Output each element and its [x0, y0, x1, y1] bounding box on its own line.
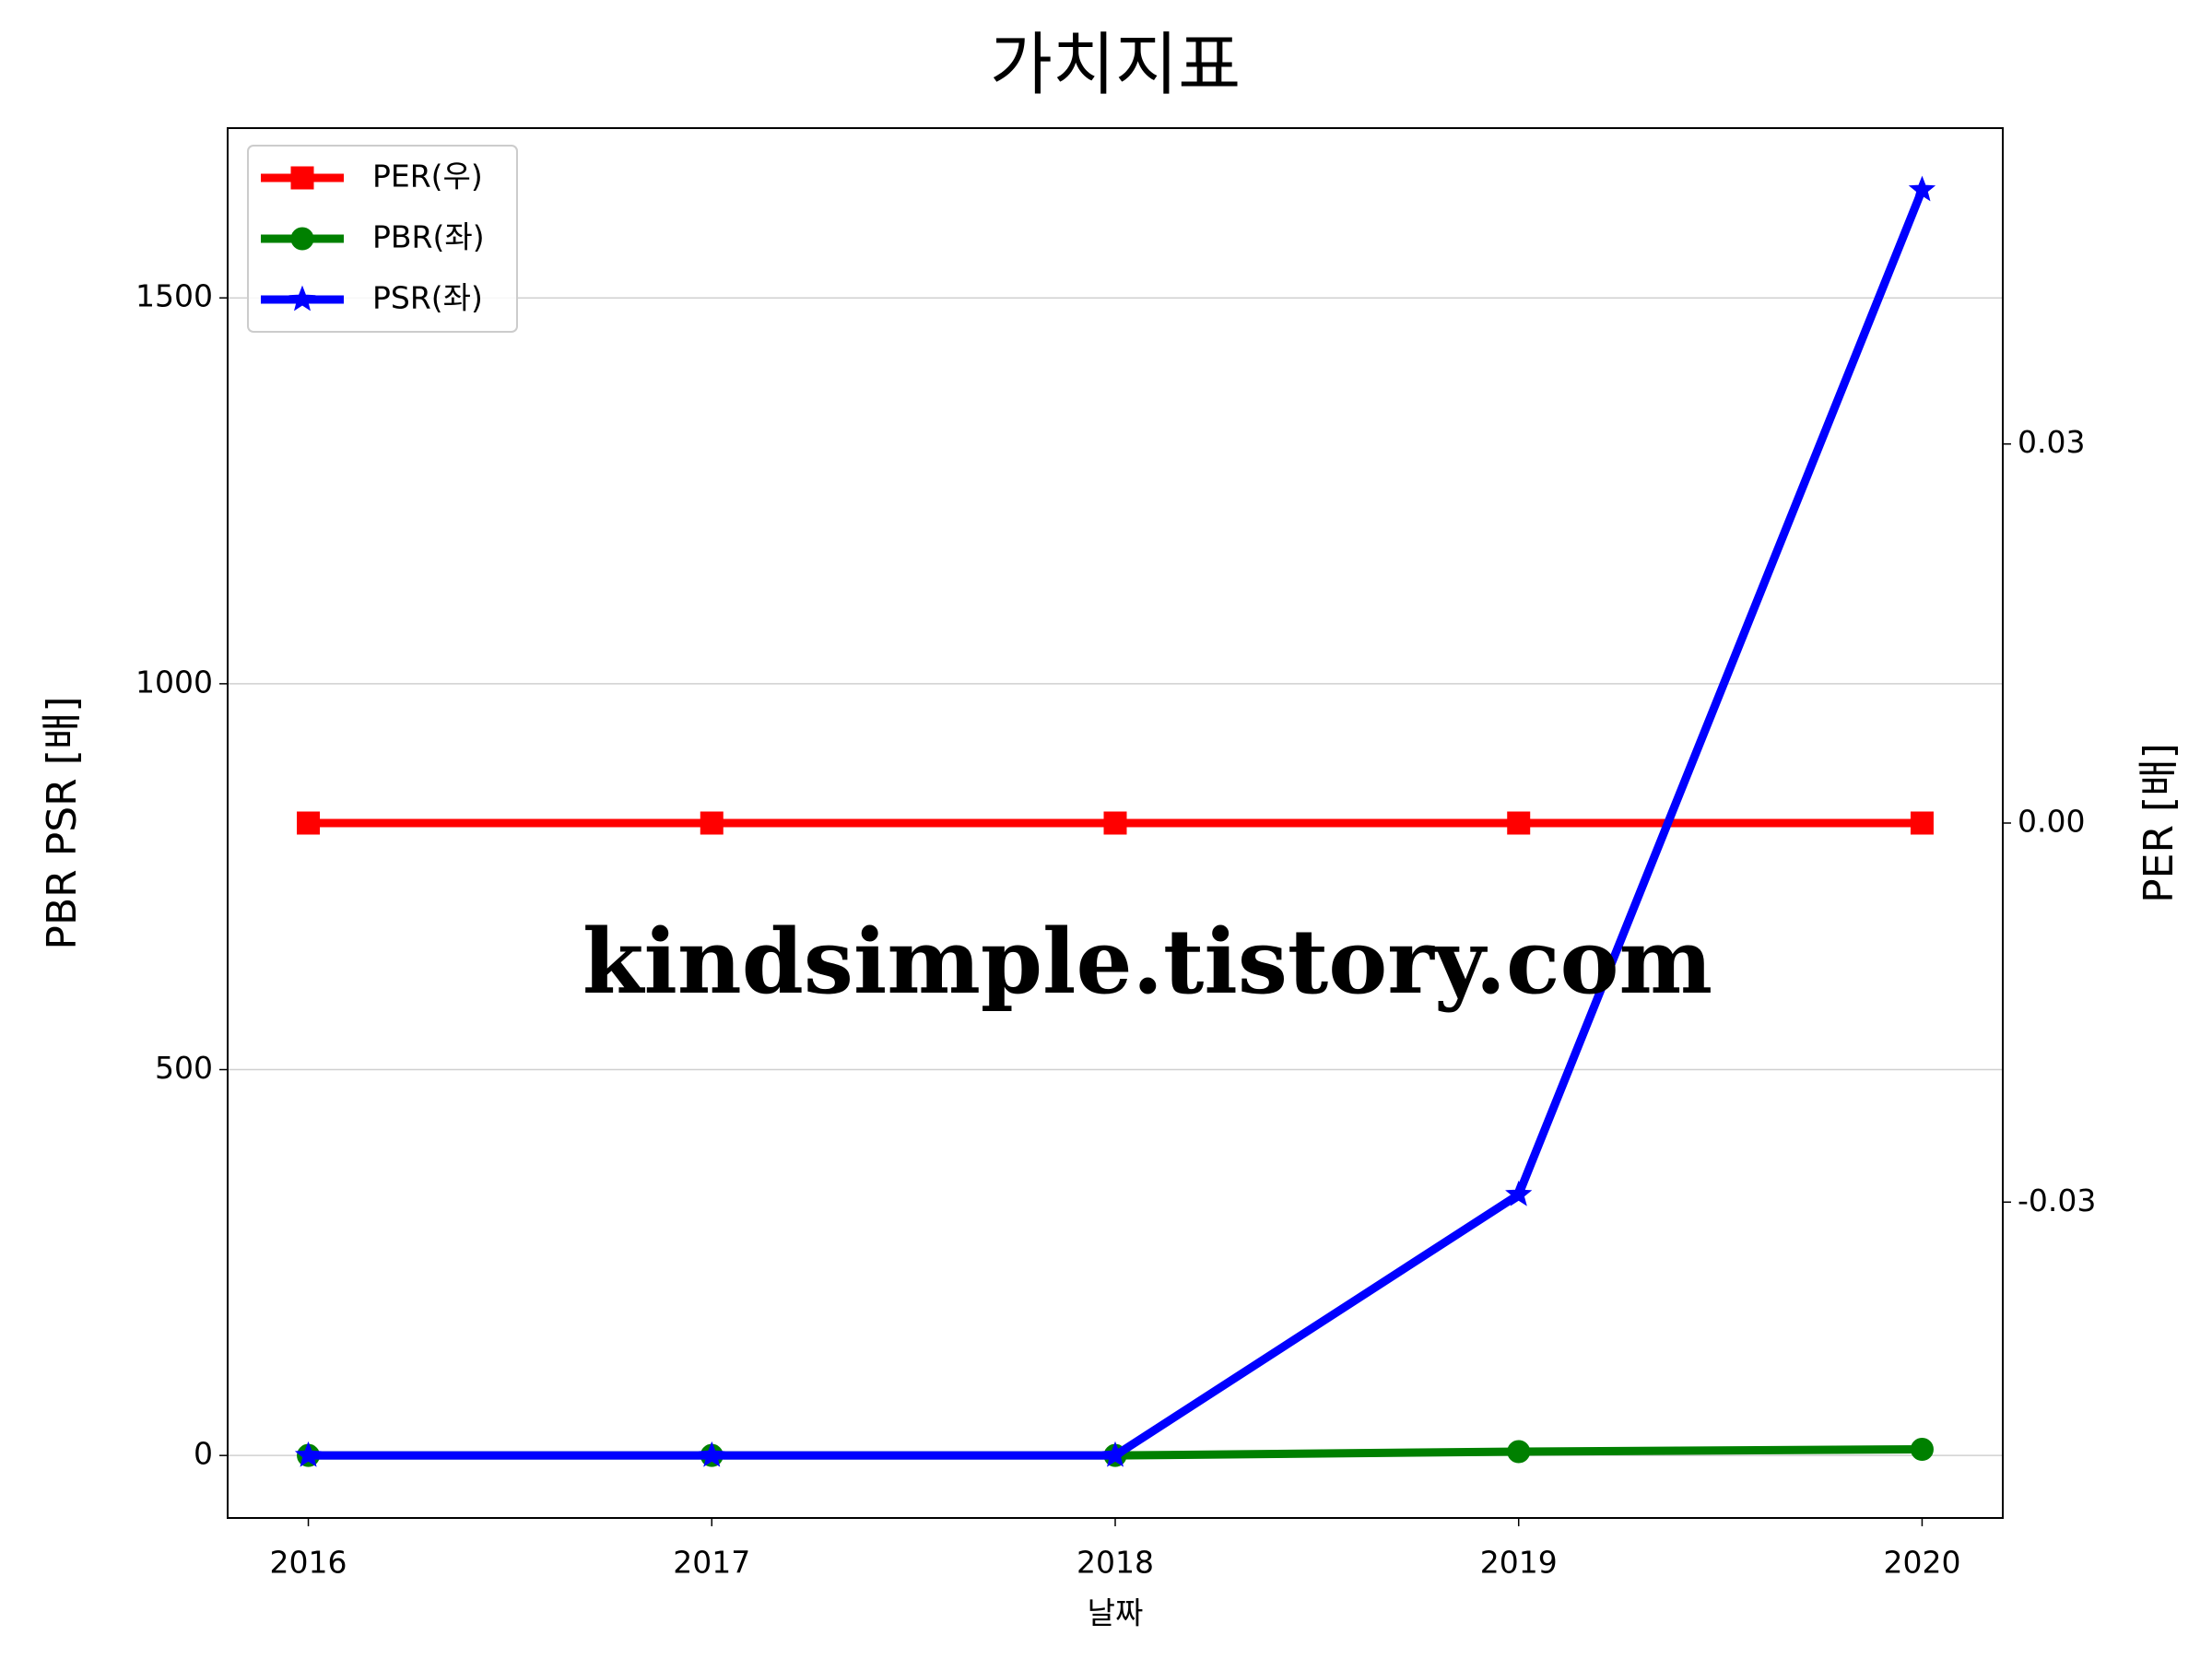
- marker: [1507, 811, 1531, 835]
- y-tick-label: 1500: [135, 278, 213, 314]
- marker: [1908, 175, 1936, 202]
- x-tick-label: 2018: [1077, 1545, 1154, 1581]
- marker: [1505, 1180, 1533, 1206]
- y2-axis-label: PER [배]: [2136, 743, 2183, 903]
- x-tick-label: 2016: [270, 1545, 347, 1581]
- y-tick-label: 500: [155, 1050, 213, 1086]
- x-tick-label: 2019: [1480, 1545, 1558, 1581]
- y2-tick-label: 0.00: [2018, 804, 2085, 840]
- chart-title: 가치지표: [990, 26, 1241, 105]
- legend-marker: [290, 227, 314, 251]
- marker: [700, 811, 724, 835]
- x-tick-label: 2020: [1883, 1545, 1960, 1581]
- y-axis-label: PBR PSR [배]: [39, 696, 86, 949]
- marker: [1101, 1441, 1129, 1467]
- legend-box: [247, 145, 518, 333]
- y2-tick-label: -0.03: [2018, 1182, 2096, 1218]
- marker: [698, 1441, 725, 1467]
- y-tick-label: 0: [194, 1436, 213, 1472]
- legend-label: PER(우): [372, 159, 483, 194]
- legend-label: PBR(좌): [372, 219, 485, 255]
- y2-tick-label: 0.03: [2018, 424, 2085, 460]
- marker: [1910, 1437, 1934, 1461]
- legend-marker: [290, 166, 314, 190]
- marker: [1910, 811, 1934, 835]
- plot-frame: [227, 127, 2004, 1519]
- x-axis-label: 날짜: [1088, 1595, 1144, 1631]
- legend-marker: [288, 285, 316, 312]
- marker: [294, 1441, 323, 1467]
- watermark: kindsimple.tistory.com: [582, 910, 1712, 1014]
- legend-label: PSR(좌): [372, 280, 483, 316]
- marker: [1103, 811, 1127, 835]
- x-tick-label: 2017: [673, 1545, 750, 1581]
- marker: [1507, 1440, 1531, 1464]
- y-tick-label: 1000: [135, 664, 213, 700]
- marker: [297, 811, 321, 835]
